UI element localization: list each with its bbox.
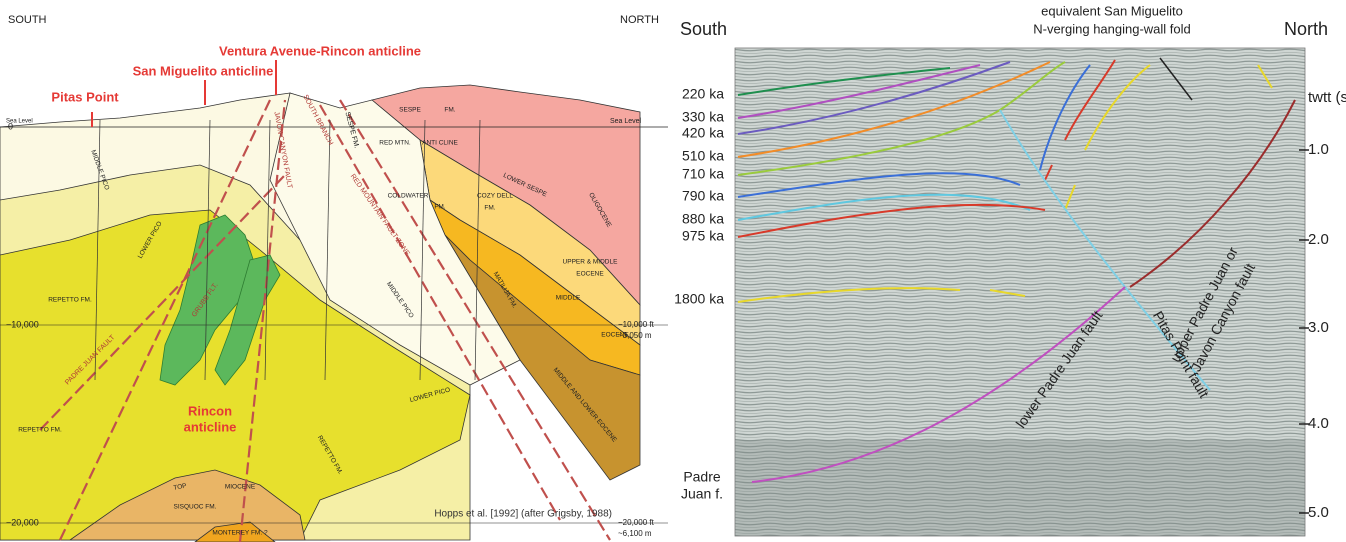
- direction-label: NORTH: [620, 14, 659, 26]
- age-label: 790 ka: [682, 188, 724, 204]
- formation-label: FM.: [484, 205, 495, 212]
- tick-label: 3.0: [1308, 319, 1329, 336]
- fault-label: Padre: [683, 469, 721, 485]
- formation-label: MIDDLE: [556, 295, 581, 302]
- formation-label: MIOCENE: [225, 484, 256, 491]
- direction-label: South: [680, 19, 727, 39]
- depth-label: −10,000 ft: [618, 320, 655, 329]
- depth-label: 0: [8, 121, 13, 131]
- formation-label: MONTEREY FM. ?: [212, 530, 268, 537]
- age-label: 975 ka: [682, 228, 724, 244]
- age-label: 220 ka: [682, 86, 724, 102]
- citation: Hopps et al. [1992] (after Grigsby, 1988…: [434, 509, 612, 520]
- age-label: 710 ka: [682, 166, 724, 182]
- annotation: N-verging hanging-wall fold: [1033, 21, 1191, 36]
- depth-label: ~6,100 m: [618, 529, 652, 538]
- formation-label: EOCENE: [576, 271, 604, 278]
- age-label: 330 ka: [682, 109, 724, 125]
- anticline-label: Ventura Avenue-Rincon anticline: [219, 43, 421, 58]
- anticline-label: Rincon: [188, 403, 232, 418]
- depth-label: −10,000: [6, 319, 39, 329]
- seismic-deep-shade: [735, 440, 1305, 536]
- depth-label: −20,000: [6, 517, 39, 527]
- anticline-label: anticline: [184, 419, 237, 434]
- formation-label: SESPE: [399, 107, 421, 114]
- formation-label: REPETTO FM.: [48, 297, 92, 304]
- age-label: 1800 ka: [674, 291, 724, 307]
- tick-label: 1.0: [1308, 141, 1329, 158]
- anticline-label: Pitas Point: [51, 89, 119, 104]
- formation-label: ANTI CLINE: [422, 140, 458, 147]
- direction-label: North: [1284, 19, 1328, 39]
- anticline-label: San Miguelito anticline: [133, 63, 274, 78]
- age-label: 880 ka: [682, 211, 724, 227]
- figure: SOUTH NORTH Pitas Point San Miguelito antic…: [0, 0, 1346, 542]
- formation-label: COZY DELL: [477, 193, 513, 200]
- direction-label: SOUTH: [8, 14, 47, 26]
- annotation: equivalent San Miguelito: [1041, 3, 1183, 18]
- formation-label: UPPER & MIDDLE: [563, 259, 619, 266]
- formation-label: SISQUOC FM.: [174, 504, 217, 511]
- formation-label: EOCENE: [601, 332, 629, 339]
- formation-label: REPETTO FM.: [18, 427, 62, 434]
- tick-label: 4.0: [1308, 415, 1329, 432]
- formation-label: RED MTN.: [379, 140, 411, 147]
- tick-label: 5.0: [1308, 504, 1329, 521]
- axis-title: twtt (s): [1308, 89, 1346, 106]
- age-label: 420 ka: [682, 125, 724, 141]
- fault-label: Juan f.: [681, 486, 723, 502]
- tick-label: 2.0: [1308, 231, 1329, 248]
- age-label: 510 ka: [682, 148, 724, 164]
- sea-level-label: Sea Level: [610, 118, 642, 125]
- formation-label: COLDWATER: [388, 193, 429, 200]
- depth-label: −20,000 ft: [618, 518, 655, 527]
- formation-label: FM.: [444, 107, 455, 114]
- formation-label: FM.: [434, 204, 445, 211]
